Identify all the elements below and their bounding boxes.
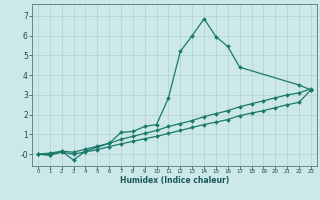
X-axis label: Humidex (Indice chaleur): Humidex (Indice chaleur): [120, 176, 229, 185]
